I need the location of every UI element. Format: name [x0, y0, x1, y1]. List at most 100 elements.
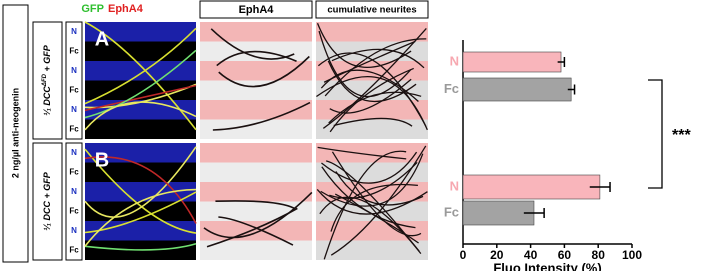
neurite — [317, 146, 407, 160]
stripe — [200, 143, 312, 163]
bar — [462, 51, 562, 73]
header: EphA4 — [239, 4, 275, 16]
x-tick-label: 20 — [490, 248, 504, 262]
neurite — [218, 216, 294, 246]
neurite — [203, 191, 313, 239]
row-label: Fc — [69, 124, 79, 133]
stripe — [200, 61, 312, 81]
stripe — [200, 221, 312, 241]
x-axis-title: Fluo Intensity (%) — [493, 260, 601, 271]
stripe — [316, 221, 428, 241]
neurite — [318, 30, 412, 98]
category-label: Fc — [444, 81, 459, 96]
neurite — [215, 200, 295, 209]
stripe — [316, 182, 428, 202]
neurite — [320, 153, 424, 207]
stripe — [200, 119, 312, 139]
bar — [462, 77, 572, 102]
neurite — [84, 21, 197, 131]
neurite — [84, 101, 197, 131]
neurite — [218, 55, 310, 88]
condition-sup: ΔFD — [42, 73, 48, 87]
header: cumulative neurites — [327, 5, 416, 16]
stripe — [316, 22, 428, 42]
row-label: N — [71, 187, 77, 196]
neurite — [321, 151, 418, 184]
header: GFP — [81, 3, 104, 15]
neurite — [84, 243, 197, 251]
category-label: N — [450, 178, 459, 193]
row-label: N — [71, 105, 77, 114]
error-bar — [523, 208, 545, 218]
significance-bracket — [648, 79, 663, 189]
error-bar — [589, 182, 611, 192]
stripe — [85, 221, 196, 241]
row-label: Fc — [69, 46, 79, 55]
side-box — [2, 4, 29, 263]
category-label: Fc — [444, 204, 459, 219]
neurite — [320, 69, 419, 102]
stripe — [200, 182, 312, 202]
stripe — [200, 162, 312, 182]
condition-box — [32, 21, 63, 140]
neurite — [330, 183, 418, 232]
neurite — [84, 49, 197, 119]
row-label: Fc — [69, 206, 79, 215]
condition-text: ¹⁄₁ DCC — [42, 86, 52, 116]
condition-label: ¹⁄₁ DCCΔFD + GFP — [42, 44, 53, 115]
row-box — [65, 21, 83, 140]
panel-letter: A — [95, 28, 109, 50]
bar-chart: 0 20 40 60 80 100 Fluo Intensity (%) N Fc N Fc *** — [444, 40, 691, 271]
neurite — [84, 191, 197, 234]
neurite — [84, 148, 197, 234]
neurite — [316, 75, 428, 131]
row-label: Fc — [69, 245, 79, 254]
panel-letter: B — [95, 149, 109, 171]
row-label: Fc — [69, 167, 79, 176]
stripe — [200, 240, 312, 260]
neurite — [323, 150, 407, 260]
stripe — [85, 61, 196, 81]
header-box — [199, 0, 313, 19]
neurite — [316, 22, 412, 68]
neurite — [329, 161, 418, 199]
neurite — [84, 146, 197, 218]
neurite — [84, 188, 197, 247]
stripe — [200, 22, 312, 42]
x-tick-label: 80 — [592, 248, 606, 262]
neurite — [212, 101, 311, 131]
condition-box — [32, 142, 63, 261]
stripe — [85, 182, 196, 202]
neurite — [84, 27, 197, 105]
bar — [462, 200, 535, 226]
header-box — [315, 0, 429, 19]
condition-text: ¹⁄₁ DCC — [42, 201, 52, 231]
x-tick-label: 40 — [524, 248, 538, 262]
x-tick-label: 60 — [558, 248, 572, 262]
condition-tail: + GFP — [42, 171, 52, 201]
neurite — [333, 117, 413, 127]
stripe — [200, 80, 312, 100]
row-label: N — [71, 226, 77, 235]
neurite — [84, 156, 197, 224]
neurite — [334, 193, 419, 244]
neurite — [210, 28, 295, 60]
neurite — [84, 84, 197, 112]
bar — [462, 174, 601, 200]
stripe — [316, 240, 428, 260]
row-label: Fc — [69, 85, 79, 94]
neurite — [322, 27, 427, 129]
header: EphA4 — [108, 3, 144, 15]
row-label: N — [71, 27, 77, 36]
x-tick-label: 100 — [622, 248, 642, 262]
row-box — [65, 142, 83, 261]
neurite — [329, 67, 414, 133]
stripe — [85, 22, 196, 42]
error-bar — [557, 57, 566, 67]
neurite — [331, 48, 425, 69]
side-label: 2 ng/µl anti-neogenin — [10, 88, 20, 178]
condition-tail: + GFP — [42, 44, 52, 74]
